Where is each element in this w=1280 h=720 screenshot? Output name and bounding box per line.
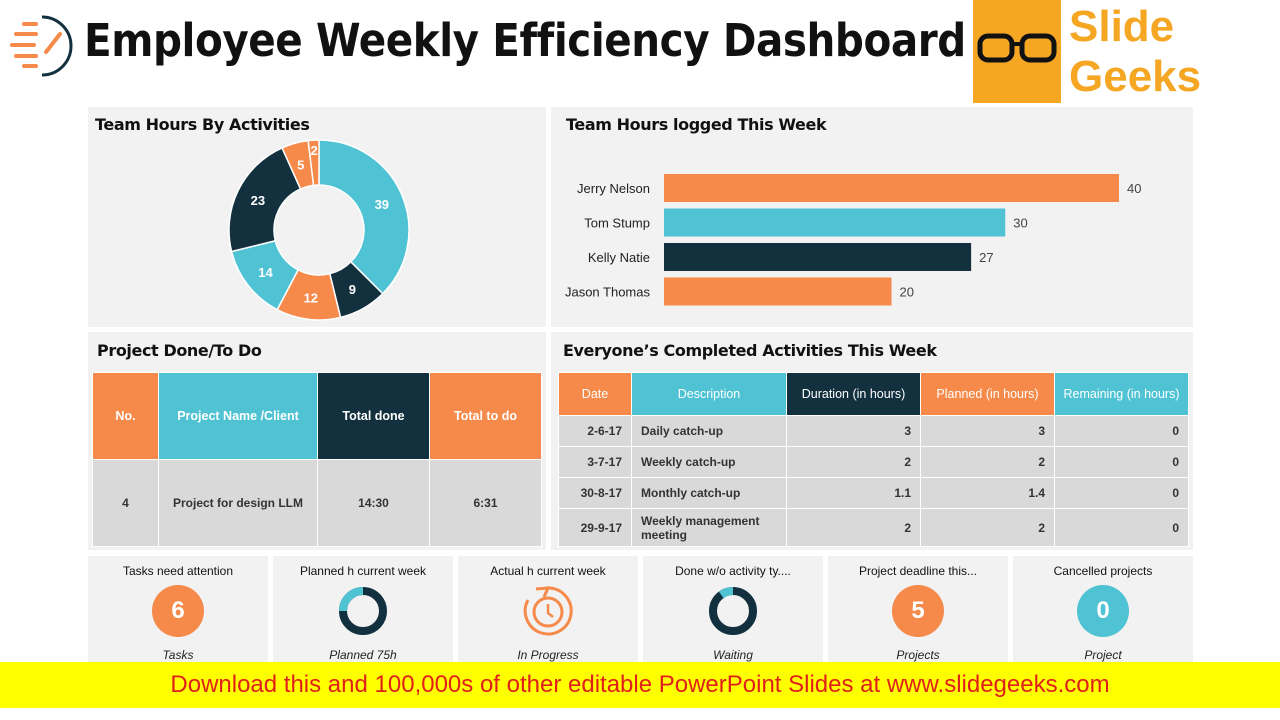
table-cell: 2-6-17 <box>558 415 632 447</box>
kpi-card: Done w/o activity ty.... Waiting <box>643 556 823 662</box>
bar <box>664 174 1119 202</box>
table-cell: 0 <box>1054 415 1189 447</box>
table-cell: 3 <box>920 415 1055 447</box>
kpi-subtitle: Tasks <box>162 648 194 662</box>
donut-label: 5 <box>297 157 304 172</box>
kpi-subtitle: Projects <box>896 648 940 662</box>
donut-label: 2 <box>311 143 318 158</box>
bar-category-label: Jason Thomas <box>565 285 651 300</box>
col-header: Project Name /Client <box>158 372 318 460</box>
progress-ring-icon <box>709 587 757 635</box>
donut-slice <box>318 139 410 295</box>
table-cell: 1.1 <box>786 477 921 509</box>
team-hours-logged-panel: Team Hours logged This Week Jerry Nelson… <box>551 107 1193 327</box>
team-hours-by-activities-panel: Team Hours By Activities 39 9 12 14 23 5 2 <box>88 107 546 327</box>
kpi-subtitle: Project <box>1084 648 1122 662</box>
table-cell: Weekly management meeting <box>631 508 787 547</box>
col-header: Total to do <box>429 372 542 460</box>
panel-title: Team Hours logged This Week <box>566 115 827 134</box>
bar-value-label: 40 <box>1127 181 1141 196</box>
download-banner[interactable]: Download this and 100,000s of other edit… <box>0 662 1280 708</box>
slidegeeks-logo: Slide Geeks <box>973 0 1201 103</box>
kpi-value: 6 <box>152 585 204 637</box>
table-cell: 2 <box>786 446 921 478</box>
progress-ring-icon <box>339 587 387 635</box>
kpi-title: Tasks need attention <box>122 564 234 578</box>
bar-value-label: 20 <box>900 285 914 300</box>
table-row: 4 Project for design LLM 14:30 6:31 <box>92 459 542 547</box>
table-cell: 2 <box>920 446 1055 478</box>
table-row: 2-6-17 Daily catch-up 3 3 0 <box>558 415 1189 447</box>
bar <box>664 208 1006 237</box>
bar <box>664 243 972 271</box>
table-cell: 0 <box>1054 446 1189 478</box>
donut-label: 14 <box>258 265 273 280</box>
bar <box>664 277 892 306</box>
stopwatch-logo-icon <box>10 15 73 77</box>
clock-refresh-icon <box>523 586 573 636</box>
panel-title: Project Done/To Do <box>97 341 262 360</box>
col-header: No. <box>92 372 159 460</box>
col-header: Remaining (in hours) <box>1054 372 1189 416</box>
kpi-title: Planned h current week <box>299 564 427 578</box>
bar-category-label: Tom Stump <box>584 216 650 231</box>
table-cell: 29-9-17 <box>558 508 632 547</box>
table-row: 3-7-17 Weekly catch-up 2 2 0 <box>558 446 1189 478</box>
kpi-card: Tasks need attention 6 Tasks <box>88 556 268 662</box>
bar-value-label: 27 <box>979 250 993 265</box>
col-header: Description <box>631 372 787 416</box>
col-header: Planned (in hours) <box>920 372 1055 416</box>
kpi-card: Cancelled projects 0 Project <box>1013 556 1193 662</box>
table-cell: 3 <box>786 415 921 447</box>
kpi-title: Cancelled projects <box>1053 564 1153 578</box>
kpi-subtitle: In Progress <box>517 648 579 662</box>
kpi-card: Project deadline this... 5 Projects <box>828 556 1008 662</box>
kpi-title: Actual h current week <box>490 564 606 578</box>
table-cell: 0 <box>1054 477 1189 509</box>
donut-label: 9 <box>349 282 356 297</box>
table-cell: 2 <box>920 508 1055 547</box>
kpi-card: Actual h current week In Progress <box>458 556 638 662</box>
kpi-title: Project deadline this... <box>858 564 978 578</box>
kpi-value: 0 <box>1077 585 1129 637</box>
bar-category-label: Kelly Natie <box>588 250 650 265</box>
table-cell: 30-8-17 <box>558 477 632 509</box>
table-row: 30-8-17 Monthly catch-up 1.1 1.4 0 <box>558 477 1189 509</box>
table-cell: Monthly catch-up <box>631 477 787 509</box>
donut-label: 23 <box>251 193 265 208</box>
table-cell: Daily catch-up <box>631 415 787 447</box>
donut-label: 39 <box>375 197 389 212</box>
col-header: Date <box>558 372 632 416</box>
donut-slice <box>307 139 320 187</box>
col-header: Duration (in hours) <box>786 372 921 416</box>
kpi-subtitle: Waiting <box>713 648 753 662</box>
donut-label: 12 <box>304 291 318 306</box>
table-row: 29-9-17 Weekly management meeting 2 2 0 <box>558 508 1189 547</box>
kpi-subtitle: Planned 75h <box>329 648 397 662</box>
table-cell: 3-7-17 <box>558 446 632 478</box>
activities-table: Date Description Duration (in hours) Pla… <box>558 372 1189 547</box>
table-cell: 1.4 <box>920 477 1055 509</box>
bar-value-label: 30 <box>1013 216 1027 231</box>
bar-chart: Jerry Nelson 40 Tom Stump 30 Kelly Natie 27 Ja… <box>565 174 1141 306</box>
table-cell: 0 <box>1054 508 1189 547</box>
panel-title: Team Hours By Activities <box>95 115 310 134</box>
kpi-card: Planned h current week Planned 75h <box>273 556 453 662</box>
donut-chart: 39 9 12 14 23 52 <box>228 139 410 321</box>
glasses-icon <box>977 33 1057 63</box>
kpi-title: Done w/o activity ty.... <box>675 564 791 578</box>
bar-category-label: Jerry Nelson <box>577 181 650 196</box>
kpi-value: 5 <box>892 585 944 637</box>
page-title: Employee Weekly Efficiency Dashboard <box>84 14 966 67</box>
projects-table: No. Project Name /Client Total done Tota… <box>92 372 542 547</box>
panel-title: Everyone’s Completed Activities This Wee… <box>563 341 937 360</box>
col-header: Total done <box>317 372 430 460</box>
table-cell: 2 <box>786 508 921 547</box>
table-cell: Weekly catch-up <box>631 446 787 478</box>
